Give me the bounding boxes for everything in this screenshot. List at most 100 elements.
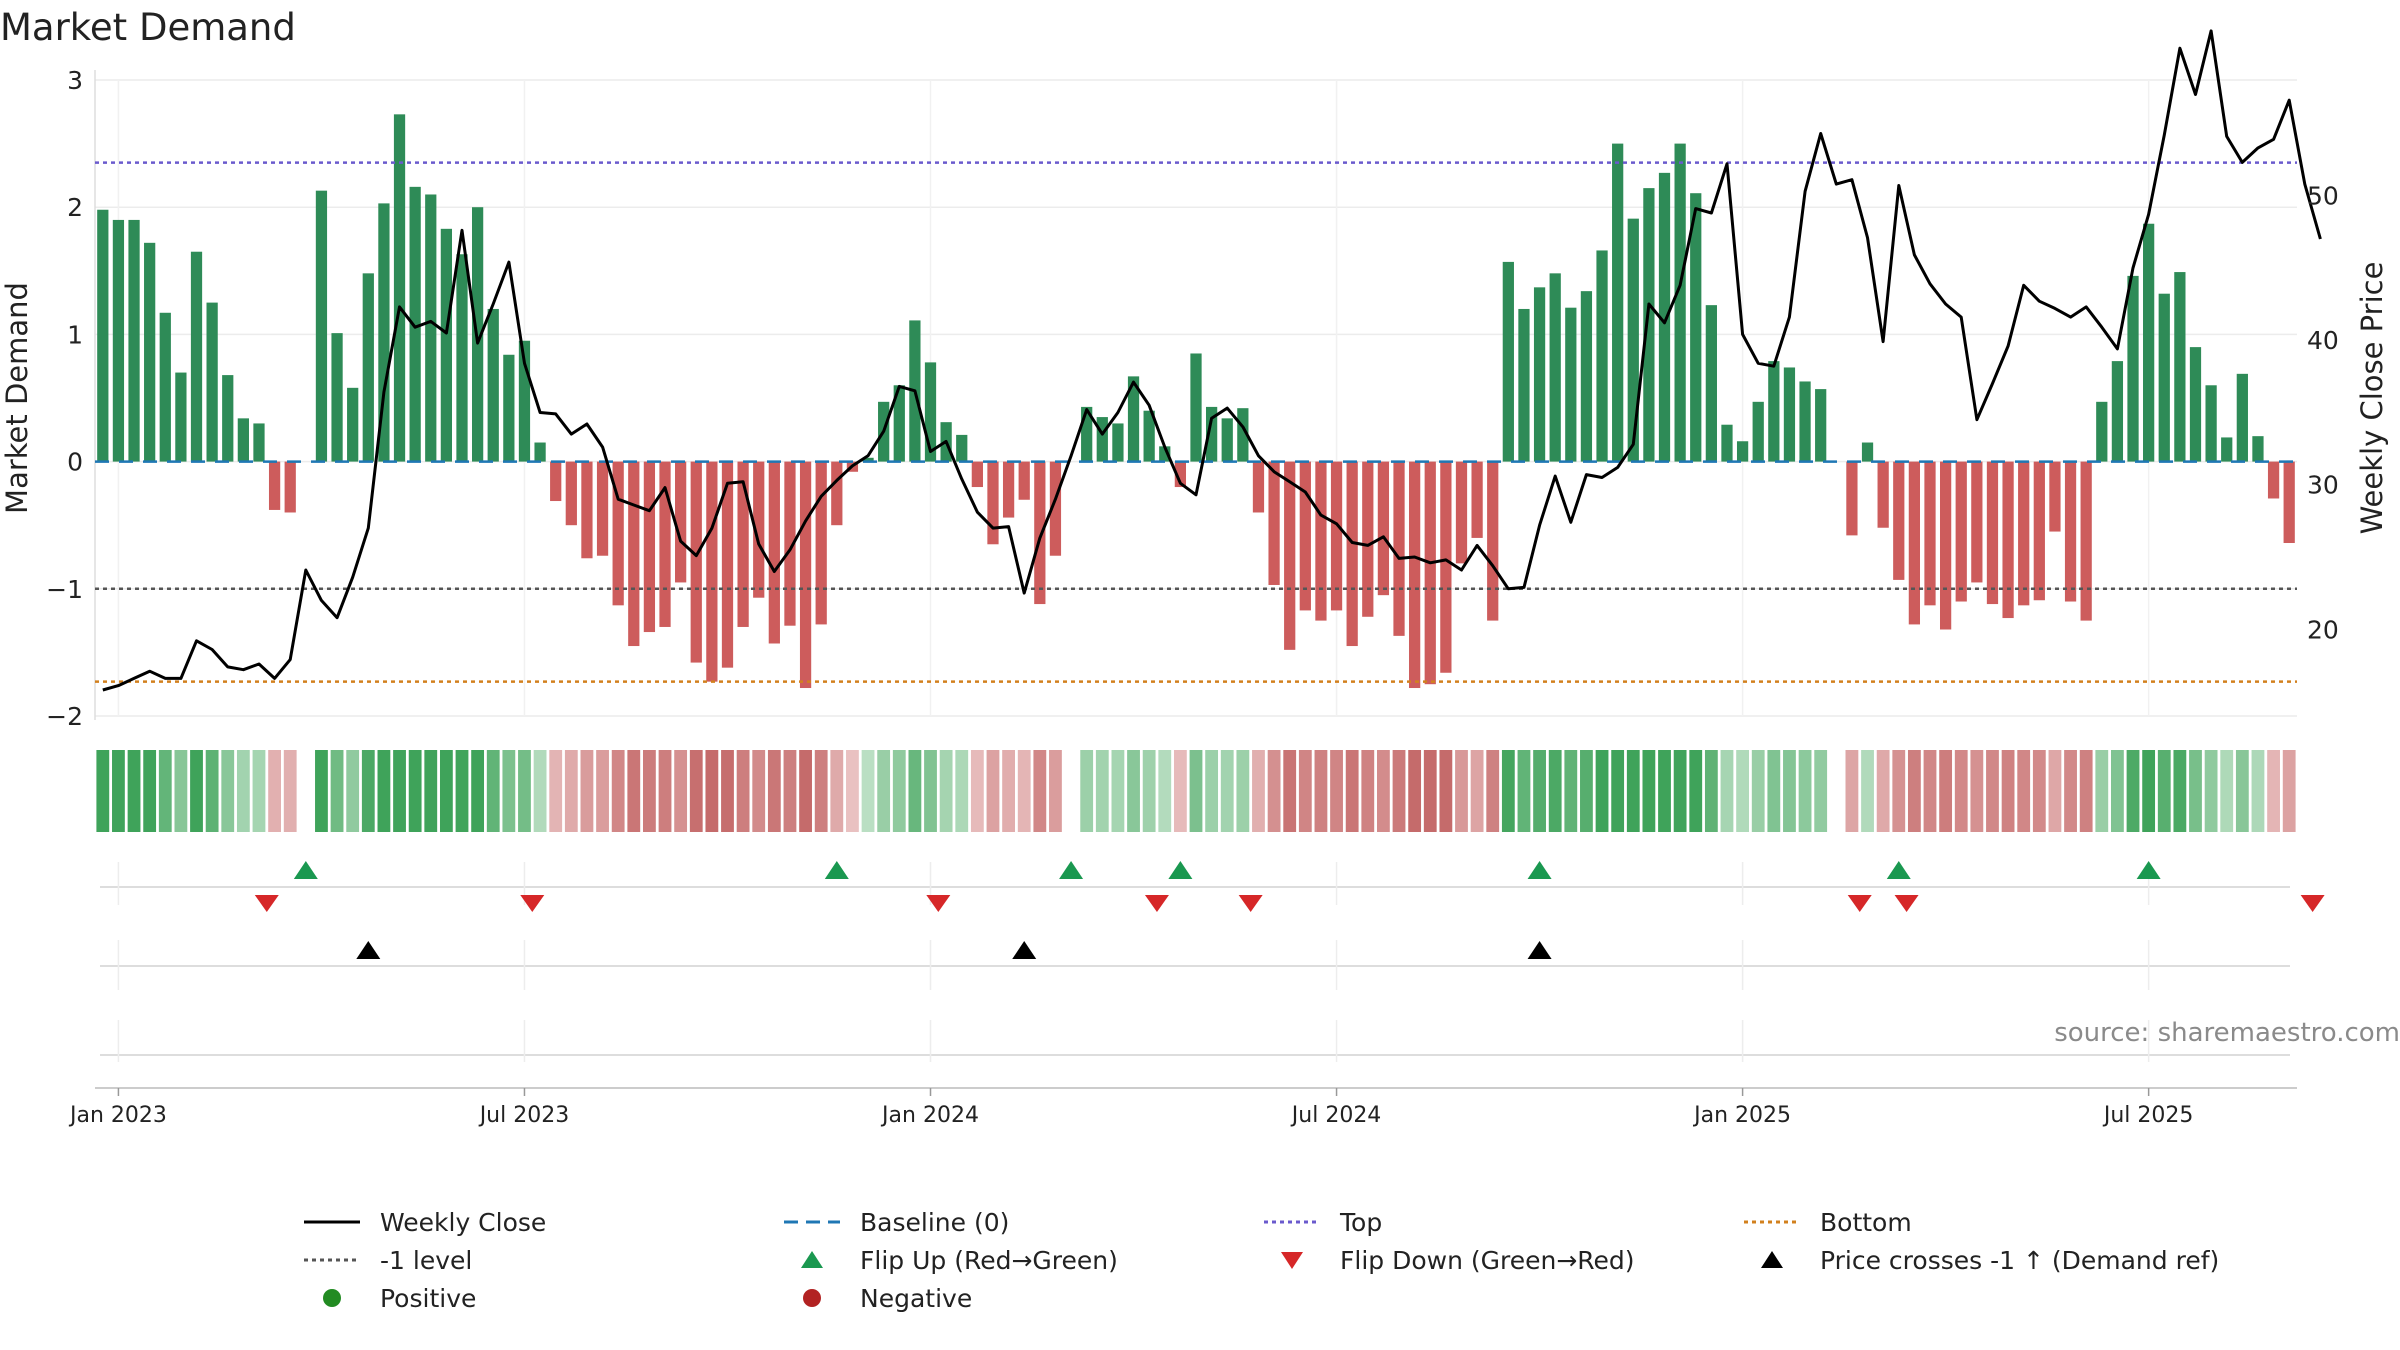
heat-cell-negative (1283, 750, 1297, 832)
demand-bar-negative (268, 461, 281, 510)
demand-bar-negative (1174, 461, 1187, 488)
demand-bar-positive (2096, 401, 2108, 462)
demand-bar-negative (1846, 461, 1858, 536)
heat-cell-negative (752, 750, 766, 832)
demand-bar-positive (393, 114, 406, 462)
heat-cell-negative (1017, 750, 1031, 832)
heat-cell-negative (1314, 750, 1328, 832)
heat-cell-negative (767, 750, 781, 832)
demand-bar-negative (1315, 461, 1327, 621)
legend-label: Negative (860, 1283, 973, 1313)
heat-cell-positive (2189, 750, 2202, 832)
demand-bar-negative (2033, 461, 2045, 601)
x-tick-label: Jul 2024 (1290, 1103, 1382, 1128)
heat-cell-positive (877, 750, 891, 832)
demand-bar-positive (347, 387, 359, 462)
legend-item-minus1-level: -1 level (300, 1246, 780, 1275)
demand-bar-negative (2283, 461, 2295, 544)
heat-cell-positive (1798, 750, 1812, 832)
demand-bar-negative (284, 461, 296, 513)
price-cross-marker (1012, 941, 1037, 959)
y-tick-label: 0 (67, 448, 83, 477)
demand-bar-negative (831, 461, 843, 526)
heat-cell-negative (1892, 750, 1906, 832)
demand-bar-negative (2002, 461, 2014, 619)
demand-bar-negative (1252, 461, 1265, 513)
heat-cell-positive (1611, 750, 1625, 832)
legend-label: Price crosses -1 ↑ (Demand ref) (1820, 1245, 2220, 1275)
legend-item-flip-down: Flip Down (Green→Red) (1260, 1246, 1740, 1275)
demand-bar-positive (1580, 291, 1593, 462)
heat-cell-negative (564, 750, 578, 832)
flip-down-marker (254, 895, 279, 912)
heat-cell-negative (783, 750, 797, 832)
heat-cell-negative (736, 750, 750, 832)
heat-cell-positive (1861, 750, 1874, 832)
legend-item-bottom: Bottom (1740, 1208, 2220, 1237)
demand-bar-positive (2221, 437, 2233, 462)
heat-cell-negative (2267, 750, 2280, 832)
demand-bar-positive (1143, 410, 1155, 462)
heat-cell-negative (1252, 750, 1265, 832)
heat-cell-positive (361, 750, 375, 832)
flip-down-marker (2300, 895, 2325, 912)
demand-bar-negative (628, 461, 640, 647)
heat-cell-positive (2251, 750, 2265, 832)
heat-cell-negative (1377, 750, 1390, 832)
demand-bar-negative (1330, 461, 1343, 611)
heat-cell-positive (252, 750, 266, 832)
demand-bar-positive (1861, 442, 1874, 462)
demand-bar-positive (128, 219, 140, 462)
heat-cell-negative (1845, 750, 1859, 832)
legend-label: Weekly Close (380, 1207, 547, 1237)
demand-bar-positive (1658, 172, 1671, 462)
demand-bar-positive (862, 457, 874, 462)
heat-cell-negative (1423, 750, 1437, 832)
demand-bar-negative (784, 461, 796, 626)
legend-label: Flip Down (Green→Red) (1340, 1245, 1635, 1275)
heat-cell-positive (1111, 750, 1125, 832)
heat-cell-negative (549, 750, 563, 832)
demand-bar-negative (1049, 461, 1062, 556)
demand-bar-positive (456, 254, 468, 462)
y2-axis-title: Weekly Close Price (2355, 262, 2389, 535)
heat-cell-positive (1689, 750, 1703, 832)
heat-cell-positive (1158, 750, 1172, 832)
demand-bar-negative (1299, 461, 1311, 611)
y2-tick-label: 30 (2307, 471, 2339, 500)
demand-bar-positive (190, 251, 203, 462)
legend: Weekly Close Baseline (0) Top Bottom -1 … (300, 1203, 2280, 1317)
flip-up-marker (1059, 861, 1084, 879)
heat-cell-negative (1049, 750, 1062, 832)
demand-bar-negative (1393, 461, 1405, 636)
flip-down-marker (1847, 895, 1872, 912)
heat-cell-positive (1127, 750, 1140, 832)
demand-bar-positive (2111, 361, 2124, 462)
heat-cell-positive (439, 750, 453, 832)
heat-cell-positive (518, 750, 531, 832)
heat-cell-negative (643, 750, 656, 832)
heat-cell-negative (1173, 750, 1187, 832)
flip-up-marker (1886, 861, 1911, 879)
demand-bar-positive (1690, 193, 1702, 462)
heat-cell-negative (2282, 750, 2296, 832)
heat-cell-positive (236, 750, 250, 832)
y-tick-label: 1 (67, 320, 83, 349)
demand-bar-positive (1221, 418, 1233, 462)
heat-cell-negative (580, 750, 594, 832)
demand-bar-positive (409, 186, 421, 462)
heat-cell-negative (2048, 750, 2062, 832)
dot-icon (803, 1289, 821, 1307)
heat-cell-positive (2126, 750, 2140, 832)
demand-bar-negative (971, 461, 983, 488)
demand-bar-positive (315, 190, 328, 462)
heat-cell-positive (174, 750, 188, 832)
demand-bar-positive (2252, 436, 2264, 462)
demand-bar-negative (1487, 461, 1499, 621)
flip-up-marker (293, 861, 318, 879)
heat-cell-positive (908, 750, 922, 832)
triangle-up-icon (1761, 1251, 1783, 1268)
heat-cell-positive (1720, 750, 1734, 832)
demand-bar-positive (1627, 218, 1639, 462)
heat-cell-positive (2095, 750, 2109, 832)
